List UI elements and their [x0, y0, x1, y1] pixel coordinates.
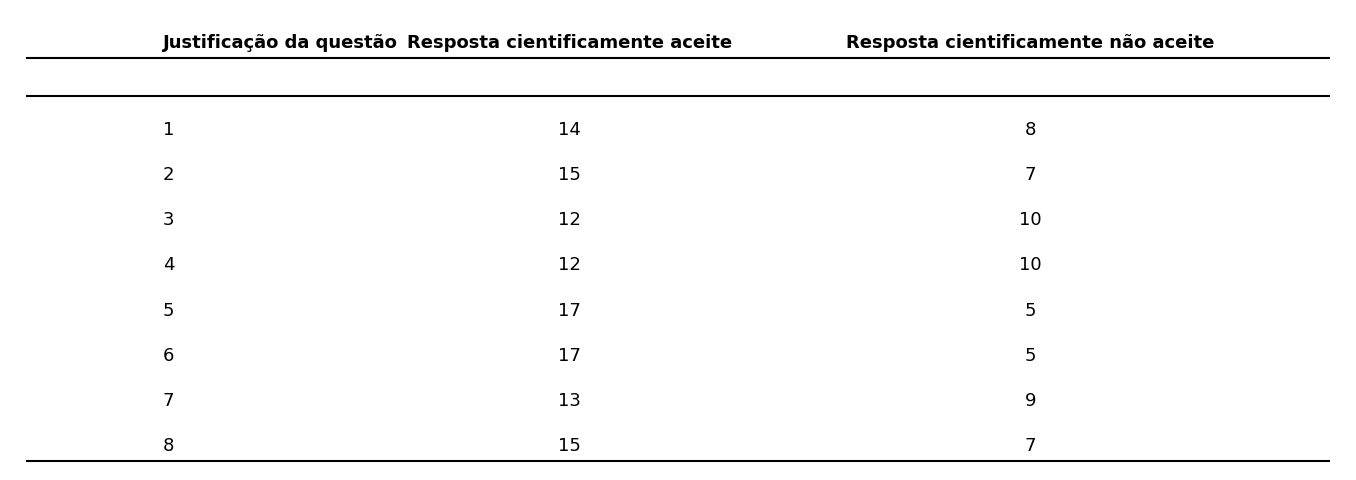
Text: 7: 7 [1025, 437, 1036, 456]
Text: 7: 7 [1025, 166, 1036, 184]
Text: 15: 15 [559, 437, 580, 456]
Text: 2: 2 [163, 166, 174, 184]
Text: 9: 9 [1025, 392, 1036, 410]
Text: Resposta cientificamente aceite: Resposta cientificamente aceite [407, 34, 732, 52]
Text: 10: 10 [1020, 256, 1041, 275]
Text: 5: 5 [1025, 347, 1036, 365]
Text: 12: 12 [559, 256, 580, 275]
Text: 8: 8 [1025, 120, 1036, 139]
Text: 10: 10 [1020, 211, 1041, 229]
Text: 17: 17 [559, 301, 580, 320]
Text: 8: 8 [163, 437, 174, 456]
Text: 13: 13 [559, 392, 580, 410]
Text: 6: 6 [163, 347, 174, 365]
Text: Resposta cientificamente não aceite: Resposta cientificamente não aceite [846, 34, 1215, 52]
Text: 15: 15 [559, 166, 580, 184]
Text: 7: 7 [163, 392, 174, 410]
Text: 3: 3 [163, 211, 174, 229]
Text: Justificação da questão: Justificação da questão [163, 34, 397, 52]
Text: 1: 1 [163, 120, 174, 139]
Text: 5: 5 [163, 301, 174, 320]
Text: 5: 5 [1025, 301, 1036, 320]
Text: 4: 4 [163, 256, 174, 275]
Text: 17: 17 [559, 347, 580, 365]
Text: 12: 12 [559, 211, 580, 229]
Text: 14: 14 [559, 120, 580, 139]
